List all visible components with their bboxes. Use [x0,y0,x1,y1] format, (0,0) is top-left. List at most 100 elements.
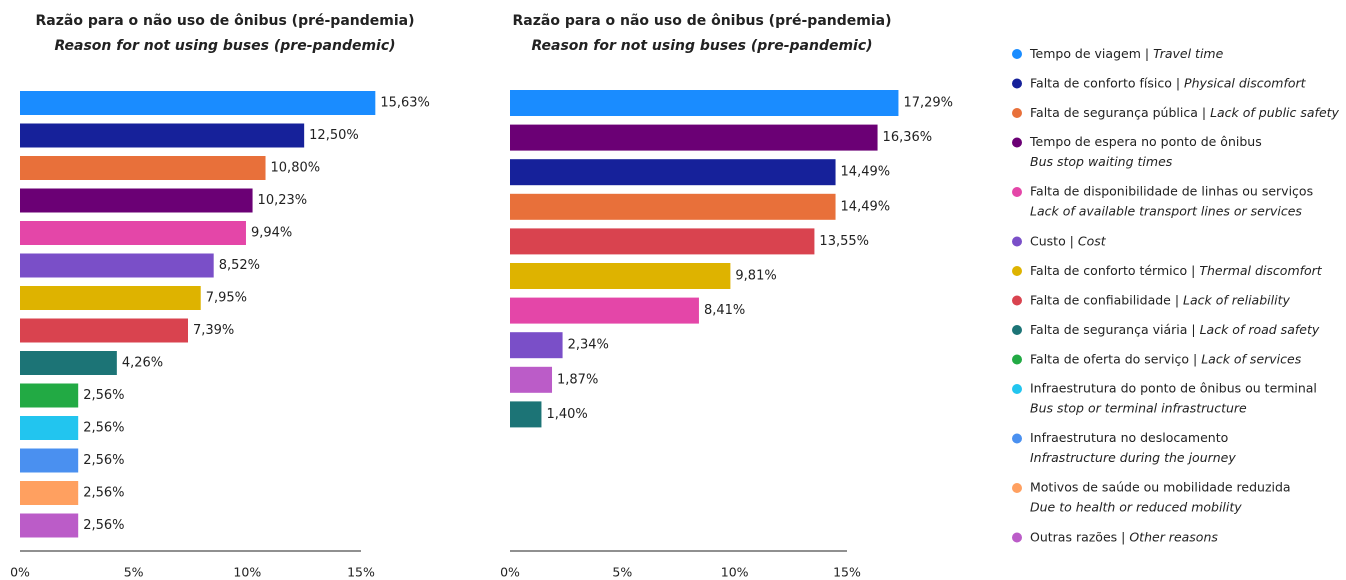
legend-label-en: Due to health or reduced mobility [1030,500,1242,515]
value-label: 8,52% [219,258,260,273]
legend-label-en: Lack of road safety [1200,322,1320,337]
legend-label-en: Physical discomfort [1184,75,1307,90]
value-label: 15,63% [380,96,430,111]
legend-label-en: Infrastructure during the journey [1030,450,1236,465]
legend-label-pt: Outras razões | [1030,529,1125,544]
legend-dot [1012,266,1022,276]
bar [510,366,553,393]
value-label: 9,94% [251,226,292,241]
legend-label-pt: Falta de disponibilidade de linhas ou se… [1030,184,1313,199]
bar [20,253,214,278]
legend-label: Custo | Cost [1030,233,1107,248]
legend-label-pt: Custo | [1030,233,1074,248]
legend-label-en: Bus stop or terminal infrastructure [1030,401,1247,416]
bar [20,156,266,180]
legend-dot [1012,236,1022,247]
x-tick-label: 10% [721,565,749,580]
legend-dot [1012,325,1022,335]
value-label: 1,87% [557,372,598,387]
bar [510,193,836,220]
x-tick-label: 15% [347,565,375,580]
bar [510,401,542,428]
value-label: 7,95% [206,291,247,306]
legend-dot [1012,384,1022,394]
value-label: 10,80% [271,161,321,176]
legend-label: Falta de conforto térmico | Thermal disco… [1030,263,1323,278]
bar [20,188,253,213]
legend-label-en: Lack of services [1201,351,1302,366]
legend-label-pt: Falta de conforto térmico | [1030,263,1195,278]
x-tick-label: 5% [124,565,144,580]
legend-dot [1012,433,1022,444]
legend-label-pt: Falta de segurança pública | [1030,105,1206,120]
bar [20,448,79,473]
bar [510,228,815,255]
value-label: 16,36% [883,130,933,145]
bar [20,383,79,408]
value-label: 17,29% [903,96,953,111]
legend-label: Falta de segurança viária | Lack of road … [1030,322,1320,337]
value-label: 2,56% [83,388,124,403]
legend-dot [1012,49,1022,59]
x-tick-label: 10% [233,565,261,580]
value-label: 13,55% [819,234,869,249]
legend-dot [1012,78,1022,89]
legend-label-pt: Falta de conforto físico | [1030,75,1180,90]
x-tick-label: 0% [10,565,30,580]
x-tick-label: 15% [833,565,861,580]
chart-subtitle: Reason for not using buses (pre-pandemic… [54,38,395,54]
legend-label-pt: Tempo de espera no ponto de ônibus [1029,134,1262,149]
bar [20,416,79,440]
bar [20,481,79,505]
bar [20,286,201,310]
bar [510,159,836,186]
legend-label-en: Lack of reliability [1183,292,1290,307]
legend-label-pt: Infraestrutura do ponto de ônibus ou ter… [1030,381,1317,396]
legend-label: Falta de confiabilidade | Lack of reliabi… [1030,292,1290,307]
legend-label-en: Other reasons [1129,529,1218,544]
legend-label: Falta de segurança pública | Lack of publ… [1030,105,1340,120]
bar [20,513,79,538]
bar [20,351,117,375]
bar [20,221,246,245]
legend-dot [1012,354,1022,365]
bar [510,124,878,151]
legend-dot [1012,483,1022,493]
legend-label-pt: Falta de segurança viária | [1030,322,1196,337]
value-label: 2,56% [83,486,124,501]
value-label: 2,56% [83,453,124,468]
value-label: 2,56% [83,518,124,533]
legend-dot [1012,532,1022,543]
value-label: 14,49% [841,165,891,180]
legend-label-pt: Falta de oferta do serviço | [1030,351,1197,366]
bar [510,90,899,116]
x-tick-label: 5% [612,565,632,580]
chart-subtitle: Reason for not using buses (pre-pandemic… [531,38,872,54]
bar [20,318,188,343]
value-label: 12,50% [309,128,359,143]
x-tick-label: 0% [500,565,520,580]
legend-label-pt: Infraestrutura no deslocamento [1030,430,1228,445]
value-label: 7,39% [193,323,234,338]
legend-label-en: Lack of available transport lines or ser… [1030,204,1302,219]
legend-label-en: Thermal discomfort [1199,263,1322,278]
value-label: 2,34% [568,338,609,353]
legend-label-en: Bus stop waiting times [1030,154,1173,169]
legend-label-pt: Motivos de saúde ou mobilidade reduzida [1030,480,1291,495]
legend-dot [1012,108,1022,118]
chart-title: Razão para o não uso de ônibus (pré-pand… [36,13,415,29]
value-label: 10,23% [258,193,308,208]
legend-dot [1012,295,1022,306]
chart-title: Razão para o não uso de ônibus (pré-pand… [513,13,892,29]
legend-dot [1012,137,1022,148]
bar [510,297,699,324]
value-label: 14,49% [841,199,891,214]
legend-label-pt: Tempo de viagem | [1029,46,1149,61]
legend-label: Outras razões | Other reasons [1030,529,1218,544]
bar [20,91,376,115]
bar [510,263,731,289]
legend-label-en: Lack of public safety [1210,105,1339,120]
value-label: 2,56% [83,421,124,436]
value-label: 4,26% [122,356,163,371]
